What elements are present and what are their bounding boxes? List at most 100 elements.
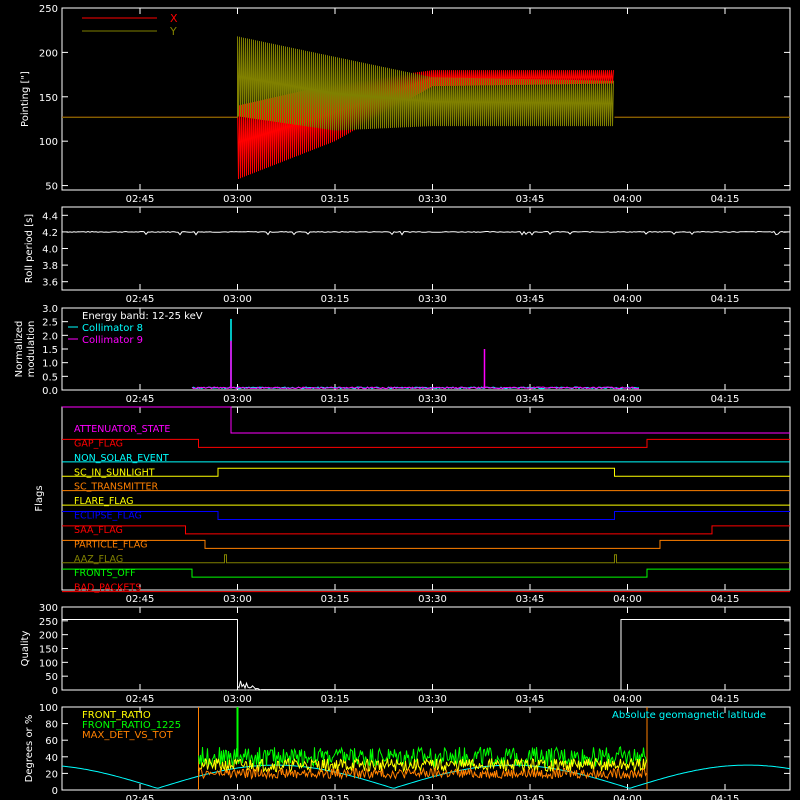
y-axis-label-line2: modulation (26, 321, 37, 378)
y-tick-label: 3.0 (42, 304, 58, 315)
y-axis-label: Degrees or % (24, 715, 35, 783)
energy-band-annotation: Energy band: 12-25 keV (82, 311, 203, 322)
y-tick-label: 2.5 (42, 318, 58, 329)
flag-label: GAP_FLAG (74, 438, 123, 449)
x-tick-label: 03:30 (418, 794, 447, 800)
x-tick-label: 03:45 (516, 594, 545, 605)
x-tick-label: 03:45 (516, 294, 545, 305)
y-axis-label: Normalized (14, 321, 25, 378)
ratio-trace (198, 766, 647, 781)
y-tick-label: 100 (39, 703, 58, 714)
y-tick-label: 0 (52, 686, 58, 697)
x-tick-label: 03:30 (418, 294, 447, 305)
x-tick-label: 04:15 (711, 694, 740, 705)
y-axis-label: Roll period [s] (24, 214, 35, 283)
plot-frame (61, 7, 791, 191)
legend-label: Absolute geomagnetic latitude (612, 710, 766, 721)
flag-trace (62, 406, 790, 434)
flag-trace (62, 539, 790, 549)
legend-label: X (170, 12, 178, 25)
x-tick-label: 04:00 (613, 194, 642, 205)
flag-label: ECLIPSE_FLAG (74, 511, 142, 522)
x-tick-label: 04:15 (711, 794, 740, 800)
x-tick-label: 04:00 (613, 794, 642, 800)
y-tick-label: 4.0 (42, 245, 58, 256)
x-tick-label: 02:45 (126, 394, 155, 405)
x-tick-label: 03:00 (223, 694, 252, 705)
flag-label: SC_TRANSMITTER (74, 482, 159, 493)
legend-label: Collimator 8 (82, 323, 143, 334)
flag-bad-packets: BAD_PACKETS (62, 583, 790, 594)
legend-label: FRONT_RATIO_1225 (82, 720, 181, 731)
flag-trace (62, 554, 790, 564)
x-tick-label: 04:00 (613, 694, 642, 705)
y-axis-label: Flags (34, 485, 45, 511)
flag-label: PARTICLE_FLAG (74, 539, 147, 550)
y-tick-label: 50 (45, 182, 58, 193)
y-tick-label: 100 (39, 658, 58, 669)
x-tick-label: 03:30 (418, 594, 447, 605)
y-tick-label: 150 (39, 93, 58, 104)
x-tick-label: 03:30 (418, 194, 447, 205)
legend-label: Y (169, 25, 177, 38)
x-tick-label: 03:00 (223, 594, 252, 605)
y-tick-label: 300 (39, 603, 58, 614)
x-tick-label: 04:00 (613, 594, 642, 605)
x-tick-label: 04:15 (711, 194, 740, 205)
y-tick-label: 40 (45, 753, 58, 764)
y-tick-label: 3.8 (42, 261, 58, 272)
x-tick-label: 03:00 (223, 794, 252, 800)
flag-gap-flag: GAP_FLAG (62, 438, 790, 449)
x-tick-label: 03:15 (321, 394, 350, 405)
y-tick-label: 50 (45, 672, 58, 683)
flag-label: ATTENUATOR_STATE (74, 424, 170, 435)
panel-6: 02:45 03:00 03:15 03:30 03:45 04:00 04:15 0 20 40… (24, 703, 791, 800)
x-tick-label: 03:15 (321, 594, 350, 605)
flag-saa-flag: SAA_FLAG (62, 525, 790, 536)
flag-aaz-flag: AAZ_FLAG (62, 554, 790, 565)
legend-label: MAX_DET_VS_TOT (82, 730, 174, 741)
flag-trace (62, 511, 790, 520)
panel-4: 02:45 03:00 03:15 03:30 03:45 04:00 04:15 Flags… (34, 406, 791, 605)
x-tick-label: 04:15 (711, 294, 740, 305)
x-tick-label: 03:00 (223, 294, 252, 305)
panel-1: 02:45 03:00 03:15 03:30 03:45 04:00 04:15 50 100… (20, 4, 791, 205)
flag-attenuator-state: ATTENUATOR_STATE (62, 406, 790, 435)
x-tick-label: 04:00 (613, 394, 642, 405)
y-tick-label: 0.0 (42, 386, 58, 397)
legend-label: FRONT_RATIO (82, 710, 151, 721)
geomagnetic-latitude-trace (61, 764, 791, 789)
flag-label: SAA_FLAG (74, 525, 123, 536)
x-tick-label: 03:15 (321, 194, 350, 205)
flag-trace (62, 467, 790, 477)
y-tick-label: 200 (39, 48, 58, 59)
x-tick-label: 03:00 (223, 394, 252, 405)
flag-sc-in-sunlight: SC_IN_SUNLIGHT (62, 467, 790, 478)
quality-trace (62, 618, 790, 691)
flag-eclipse-flag: ECLIPSE_FLAG (62, 511, 790, 522)
x-tick-label: 03:15 (321, 794, 350, 800)
x-tick-label: 03:45 (516, 394, 545, 405)
y-tick-label: 250 (39, 617, 58, 628)
y-tick-label: 200 (39, 631, 58, 642)
flag-label: FLARE_FLAG (74, 496, 134, 507)
y-tick-label: 4.4 (42, 211, 58, 222)
y-tick-label: 80 (45, 720, 58, 731)
flag-sc-transmitter: SC_TRANSMITTER (62, 482, 790, 493)
x-tick-label: 03:15 (321, 294, 350, 305)
y-tick-label: 20 (45, 769, 58, 780)
flag-trace (62, 568, 790, 578)
x-tick-label: 02:45 (126, 794, 155, 800)
series-y-trace (62, 36, 790, 131)
flag-non-solar-event: NON_SOLAR_EVENT (62, 453, 790, 464)
x-tick-label: 03:00 (223, 194, 252, 205)
y-tick-label: 250 (39, 4, 58, 15)
y-tick-label: 4.2 (42, 228, 58, 239)
flag-label: FRONTS_OFF (74, 568, 136, 579)
y-tick-label: 2.0 (42, 331, 58, 342)
y-tick-label: 60 (45, 736, 58, 747)
roll-period-trace (65, 230, 789, 236)
y-axis-label: Quality (20, 631, 31, 667)
y-tick-label: 1.5 (42, 345, 58, 356)
oscillation-trace (236, 36, 614, 131)
